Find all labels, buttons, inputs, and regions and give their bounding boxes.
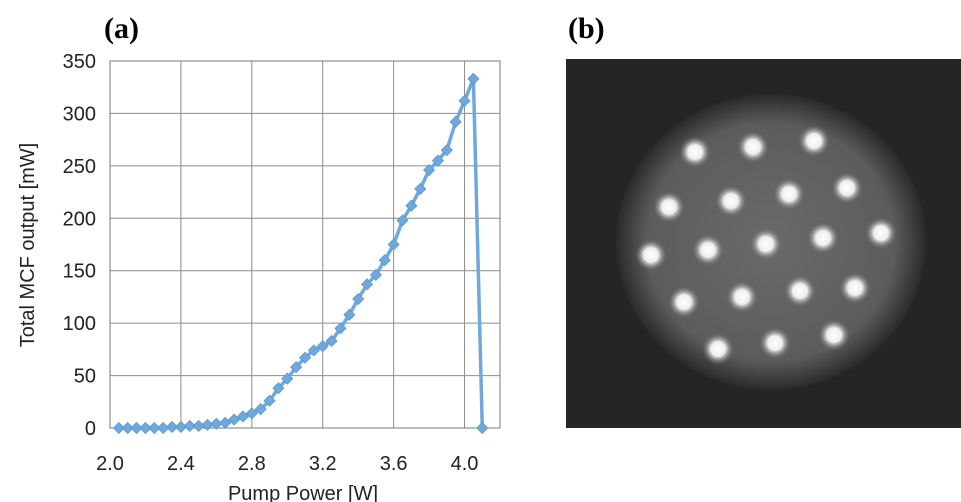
data-point xyxy=(290,361,303,374)
fiber-core-spot xyxy=(818,319,850,351)
data-point xyxy=(360,278,374,291)
x-tick-label: 2.4 xyxy=(167,453,195,475)
data-point xyxy=(139,421,152,435)
fiber-core-spot xyxy=(750,228,782,260)
data-point xyxy=(423,163,436,177)
fiber-core-spot xyxy=(831,172,863,204)
y-tick-label: 150 xyxy=(63,261,96,283)
y-tick-label: 0 xyxy=(85,418,96,440)
data-point xyxy=(183,419,196,432)
x-tick-label: 2.0 xyxy=(96,453,124,475)
fiber-cores xyxy=(635,125,897,365)
fiber-core-spot xyxy=(807,222,839,254)
data-point xyxy=(263,394,276,407)
data-point xyxy=(121,421,134,435)
fiber-core-spot xyxy=(737,131,769,163)
data-point xyxy=(405,199,418,212)
mcf-near-field-image xyxy=(566,59,961,428)
y-tick-label: 100 xyxy=(63,313,96,335)
data-point xyxy=(298,351,312,364)
chart-grid xyxy=(109,60,501,429)
fiber-core-spot xyxy=(635,239,667,271)
series-group xyxy=(112,72,489,435)
chart-axes: 2.0 2.4 2.8 3.2 3.6 4.0 0 50 100 150 200 250 300 350 xyxy=(63,51,479,475)
x-tick-label: 4.0 xyxy=(451,453,479,475)
data-point xyxy=(245,407,258,420)
data-point xyxy=(165,420,179,434)
fiber-core-spot xyxy=(798,125,830,157)
data-point xyxy=(467,72,480,85)
data-point xyxy=(272,382,285,395)
fiber-core-spot xyxy=(692,234,724,266)
data-point xyxy=(343,308,356,321)
data-point xyxy=(254,403,267,416)
y-tick-label: 200 xyxy=(63,208,96,230)
data-point xyxy=(325,334,338,348)
x-axis-label: Pump Power [W] xyxy=(228,483,378,502)
data-point xyxy=(396,214,409,227)
data-point xyxy=(369,268,382,281)
data-point xyxy=(378,254,391,267)
data-point xyxy=(476,421,489,435)
data-point xyxy=(334,322,347,335)
fiber-core-spot xyxy=(653,191,685,223)
x-tick-label: 2.8 xyxy=(238,453,266,475)
data-point xyxy=(414,182,427,195)
y-tick-label: 350 xyxy=(63,51,96,73)
data-point xyxy=(458,94,471,107)
y-axis-label: Total MCF output [mW] xyxy=(17,143,39,348)
y-tick-label: 50 xyxy=(74,366,96,388)
data-point xyxy=(352,292,365,306)
fiber-core-spot xyxy=(715,185,747,217)
data-point xyxy=(387,238,400,251)
fiber-core-spot xyxy=(668,286,700,318)
data-point xyxy=(431,154,445,167)
data-point xyxy=(228,413,241,426)
panel-a-label: (a) xyxy=(104,12,139,45)
fiber-core-spot xyxy=(759,327,791,359)
fiber-core-spot xyxy=(865,217,897,249)
fiber-core-spot xyxy=(839,272,871,304)
y-tick-label: 250 xyxy=(63,156,96,178)
x-tick-label: 3.6 xyxy=(380,453,408,475)
fiber-core-spot xyxy=(773,178,805,210)
fiber-core-spot xyxy=(784,275,816,307)
x-tick-label: 3.2 xyxy=(309,453,337,475)
data-point xyxy=(112,421,125,435)
data-point xyxy=(148,421,161,435)
data-point xyxy=(440,144,453,157)
data-point xyxy=(281,372,294,385)
data-point xyxy=(316,340,329,353)
output-power-chart: 2.0 2.4 2.8 3.2 3.6 4.0050100150200250300350 … xyxy=(17,51,501,502)
data-point xyxy=(449,115,462,128)
data-point xyxy=(236,410,250,423)
fiber-core-spot xyxy=(702,333,734,365)
data-point xyxy=(307,344,320,357)
data-point xyxy=(130,421,143,435)
y-tick-label: 300 xyxy=(63,103,96,125)
fiber-core-spot xyxy=(726,281,758,313)
data-point xyxy=(219,416,232,429)
panel-b-label: (b) xyxy=(568,12,605,45)
fiber-core-spot xyxy=(679,136,711,168)
mcf-image-svg xyxy=(566,59,961,428)
plot-frame xyxy=(109,60,501,429)
